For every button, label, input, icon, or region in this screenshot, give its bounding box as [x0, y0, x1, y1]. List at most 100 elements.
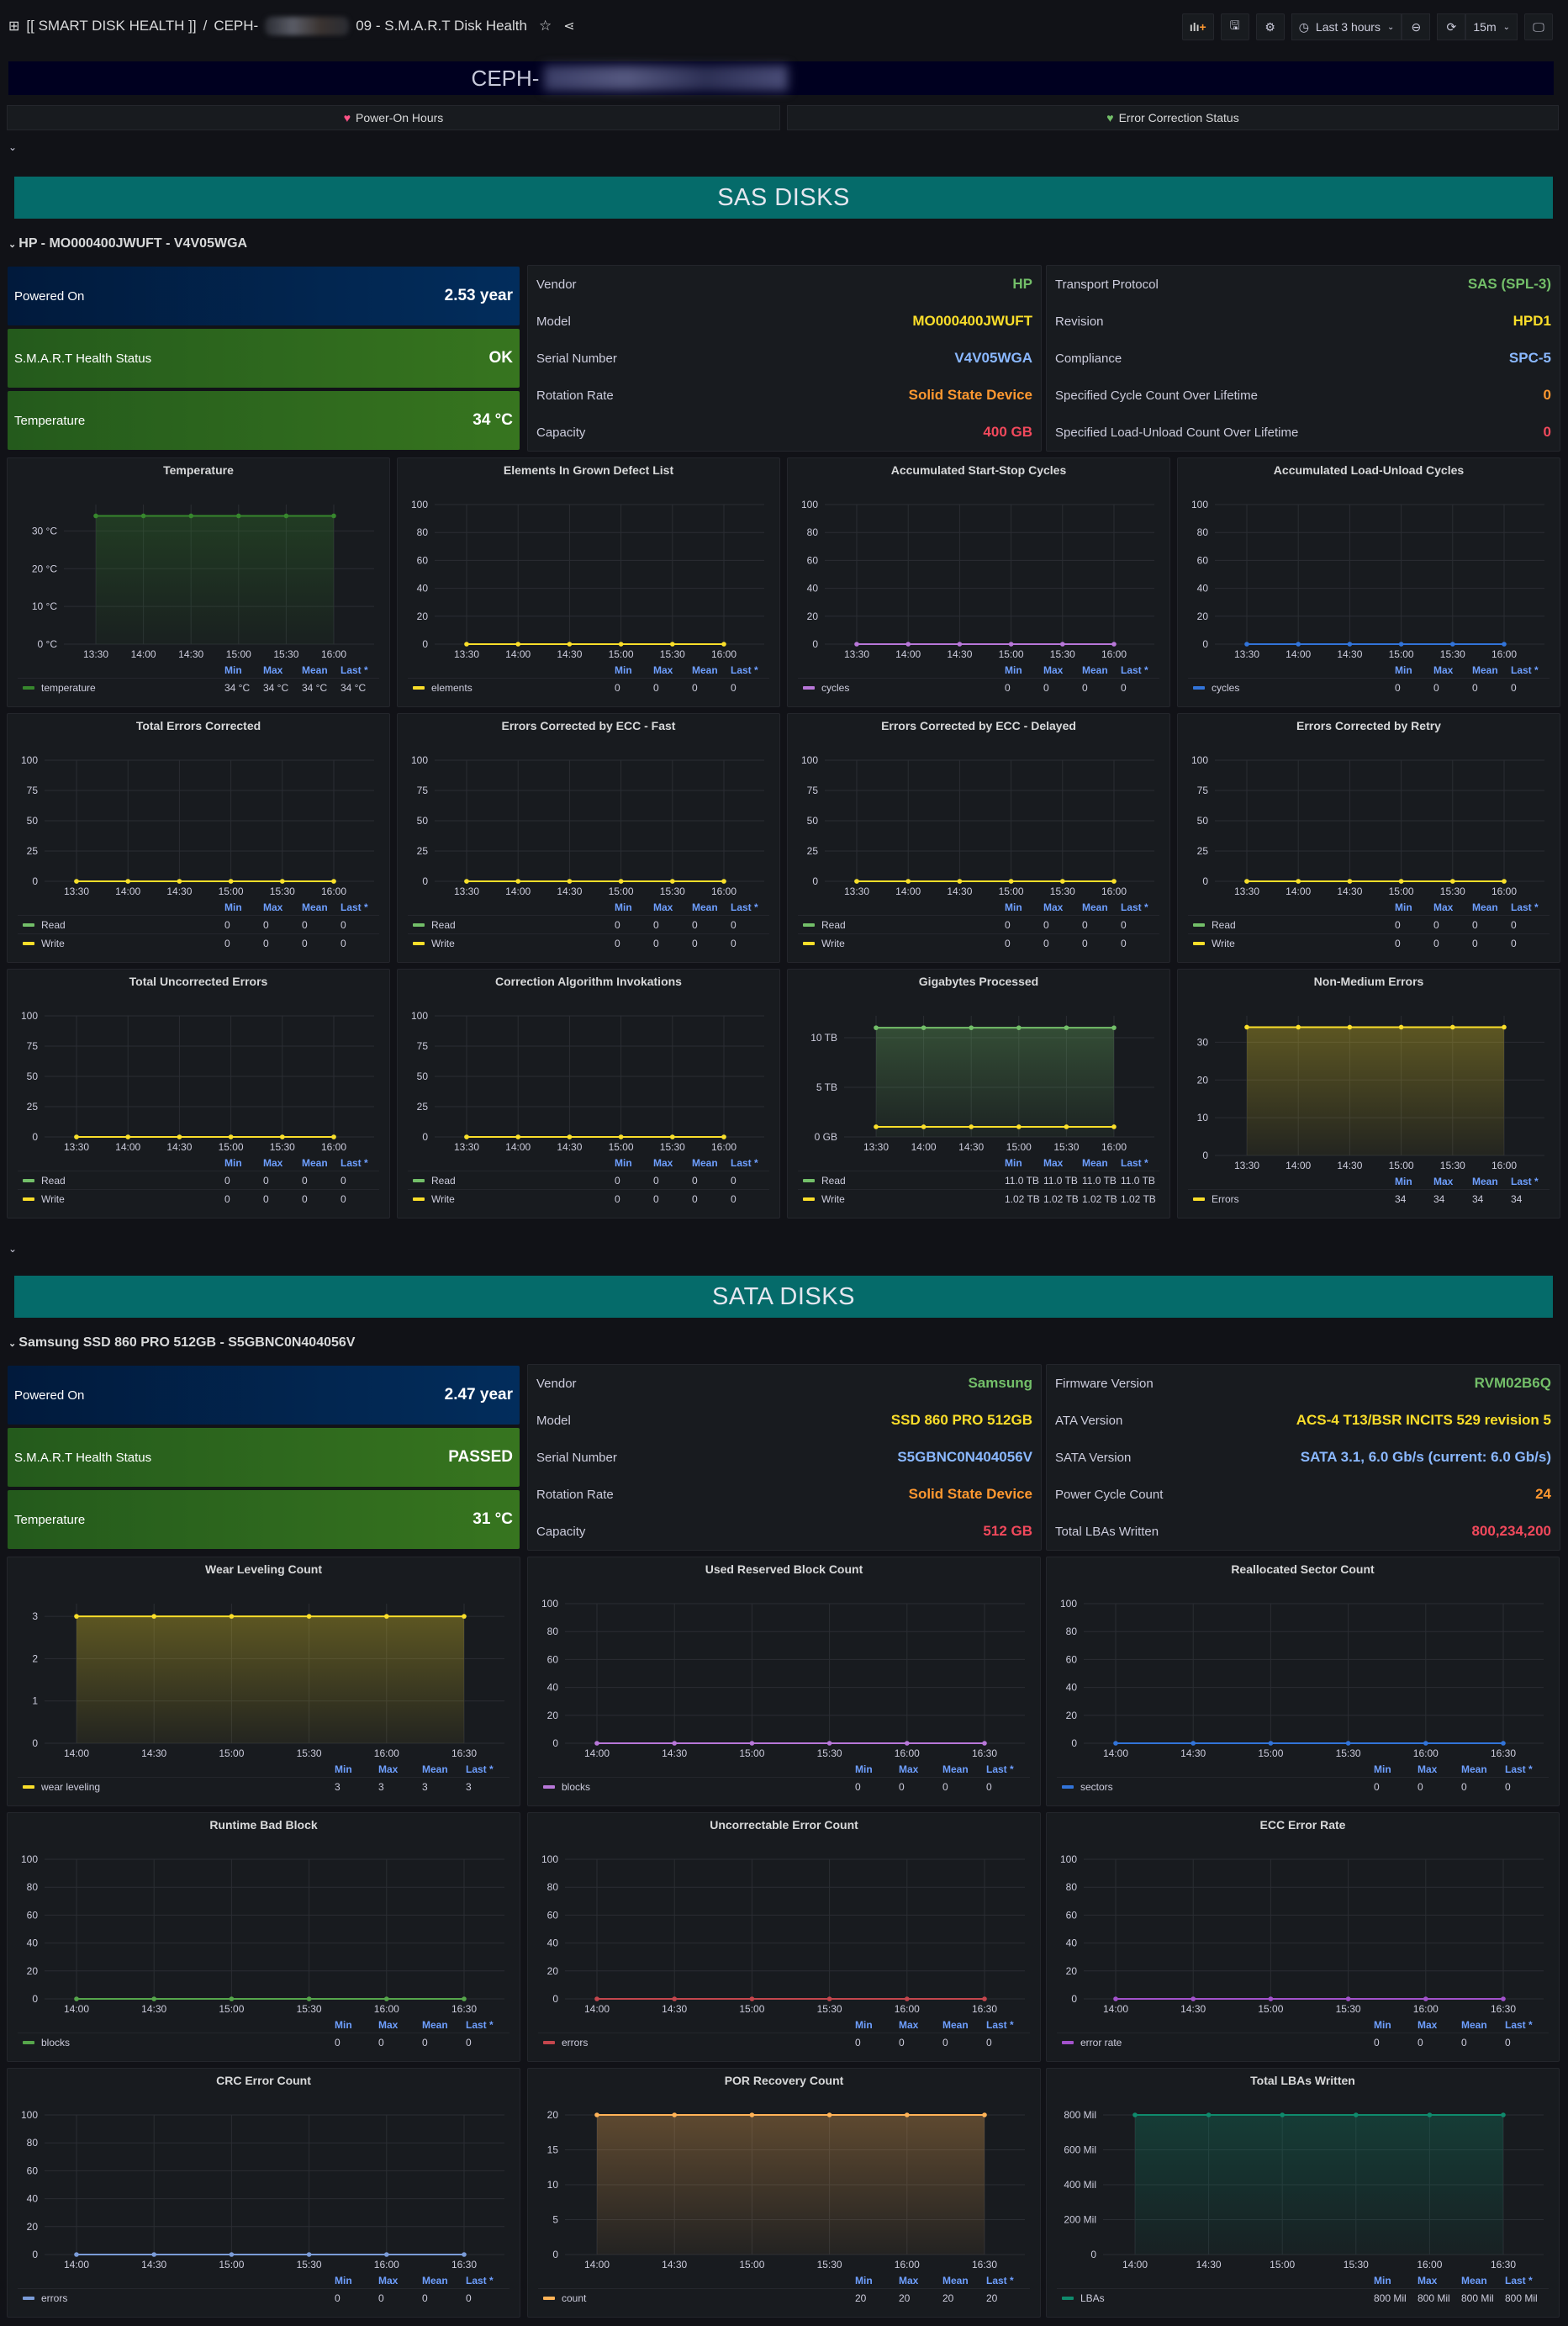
data-point[interactable] — [672, 2112, 677, 2117]
legend-item[interactable]: blocks 0 0 0 0 — [18, 2033, 509, 2051]
data-point[interactable] — [905, 642, 911, 647]
legend-header[interactable]: Min — [1005, 901, 1022, 913]
data-point[interactable] — [229, 1996, 235, 2001]
legend-header[interactable]: Last * — [731, 1157, 758, 1169]
data-point[interactable] — [331, 879, 336, 884]
data-point[interactable] — [670, 879, 675, 884]
data-point[interactable] — [464, 642, 469, 647]
panel-sas-grown-defects[interactable]: Elements In Grown Defect List 0 20 40 60 80 10… — [397, 457, 780, 707]
legend-header[interactable]: Min — [1374, 2275, 1391, 2286]
data-point[interactable] — [921, 1025, 927, 1030]
data-point[interactable] — [1502, 642, 1507, 647]
legend-item[interactable]: Read 0 0 0 0 — [18, 1171, 379, 1189]
data-point[interactable] — [905, 1741, 910, 1746]
legend-header[interactable]: Mean — [302, 1157, 328, 1169]
data-point[interactable] — [982, 2112, 987, 2117]
data-point[interactable] — [1347, 642, 1353, 647]
legend-item[interactable]: Read 11.0 TB 11.0 TB 11.0 TB 11.0 TB — [798, 1171, 1159, 1189]
data-point[interactable] — [826, 1996, 832, 2001]
data-point[interactable] — [1111, 642, 1117, 647]
data-point[interactable] — [1296, 642, 1301, 647]
data-point[interactable] — [1113, 1741, 1118, 1746]
data-point[interactable] — [567, 1134, 573, 1139]
panel-title[interactable]: ECC Error Rate — [1259, 1818, 1346, 1832]
panel-sas-retry[interactable]: Errors Corrected by Retry 0 25 50 75 100 13:30… — [1177, 713, 1560, 963]
link-power-on-hours[interactable]: ♥ Power-On Hours — [7, 105, 780, 130]
legend-item[interactable]: blocks 0 0 0 0 — [538, 1777, 1030, 1795]
data-point[interactable] — [1016, 1025, 1022, 1030]
data-point[interactable] — [1296, 879, 1301, 884]
data-point[interactable] — [826, 2112, 832, 2117]
panel-sata-total-lbas[interactable]: Total LBAs Written 0 200 Mil 400 Mil 600 Mil… — [1046, 2068, 1560, 2318]
data-point[interactable] — [125, 1134, 130, 1139]
panel-title[interactable]: Correction Algorithm Invokations — [495, 975, 682, 988]
legend-header[interactable]: Last * — [1121, 664, 1148, 676]
time-range-picker[interactable]: ◷ Last 3 hours ⌄ — [1291, 13, 1402, 40]
data-point[interactable] — [905, 1996, 910, 2001]
row-collapse-toggle[interactable]: ⌄ — [8, 141, 18, 153]
legend-item[interactable]: errors 0 0 0 0 — [18, 2288, 509, 2307]
data-point[interactable] — [721, 879, 726, 884]
data-point[interactable] — [74, 2252, 79, 2257]
panel-title[interactable]: Accumulated Load-Unload Cycles — [1273, 463, 1465, 477]
data-point[interactable] — [177, 879, 182, 884]
legend-item[interactable]: count 20 20 20 20 — [538, 2288, 1030, 2307]
legend-header[interactable]: Last * — [1505, 2275, 1533, 2286]
data-point[interactable] — [1502, 1024, 1507, 1030]
data-point[interactable] — [1501, 1741, 1506, 1746]
legend-header[interactable]: Mean — [692, 901, 718, 913]
legend-header[interactable]: Min — [1395, 901, 1412, 913]
data-point[interactable] — [464, 1134, 469, 1139]
legend-header[interactable]: Mean — [422, 2275, 448, 2286]
data-point[interactable] — [749, 1996, 755, 2001]
legend-header[interactable]: Min — [1005, 664, 1022, 676]
save-dashboard-button[interactable]: 🖫 — [1220, 13, 1249, 40]
legend-item[interactable]: Write 0 0 0 0 — [18, 1189, 379, 1208]
panel-sata-por-recovery[interactable]: POR Recovery Count 0 5 10 15 20 14:00 14:30 15:0… — [527, 2068, 1041, 2318]
data-point[interactable] — [1450, 642, 1455, 647]
legend-header[interactable]: Last * — [466, 2019, 494, 2031]
data-point[interactable] — [982, 1996, 987, 2001]
data-point[interactable] — [384, 2252, 389, 2257]
data-point[interactable] — [957, 642, 963, 647]
legend-header[interactable]: Max — [899, 2019, 919, 2031]
data-point[interactable] — [1016, 1124, 1022, 1129]
data-point[interactable] — [1111, 1025, 1117, 1030]
data-point[interactable] — [462, 1996, 467, 2001]
legend-header[interactable]: Min — [1395, 664, 1412, 676]
legend-header[interactable]: Min — [224, 901, 242, 913]
legend-item[interactable]: Read 0 0 0 0 — [408, 1171, 769, 1189]
refresh-button[interactable]: ⟳ — [1437, 13, 1466, 40]
panel-sata-crc[interactable]: CRC Error Count 0 20 40 60 80 100 14:00 14:30 15:… — [7, 2068, 520, 2318]
legend-header[interactable]: Last * — [986, 2019, 1014, 2031]
legend-header[interactable]: Last * — [731, 664, 758, 676]
star-icon[interactable]: ☆ — [538, 18, 552, 34]
refresh-interval-picker[interactable]: 15m ⌄ — [1465, 13, 1518, 40]
data-point[interactable] — [969, 1124, 974, 1129]
legend-header[interactable]: Min — [615, 664, 632, 676]
data-point[interactable] — [854, 879, 859, 884]
data-point[interactable] — [188, 513, 193, 519]
data-point[interactable] — [151, 1996, 156, 2001]
data-point[interactable] — [1345, 1996, 1351, 2001]
legend-item[interactable]: Read 0 0 0 0 — [408, 915, 769, 933]
data-point[interactable] — [721, 642, 726, 647]
add-panel-button[interactable]: ılı+ — [1181, 13, 1214, 40]
data-point[interactable] — [515, 642, 520, 647]
panel-sas-correction-algo[interactable]: Correction Algorithm Invokations 0 25 50 75 1… — [397, 969, 780, 1219]
panel-sas-uncorrected[interactable]: Total Uncorrected Errors 0 25 50 75 100 13:30 1… — [7, 969, 390, 1219]
data-point[interactable] — [1423, 1741, 1428, 1746]
data-point[interactable] — [594, 1996, 599, 2001]
legend-header[interactable]: Last * — [1505, 1763, 1533, 1775]
panel-sas-temperature[interactable]: Temperature 0 °C 10 °C 20 °C 30 °C 13:30 14:00… — [7, 457, 390, 707]
legend-header[interactable]: Mean — [692, 1157, 718, 1169]
data-point[interactable] — [306, 1996, 312, 2001]
link-error-correction-status[interactable]: ♥ Error Correction Status — [787, 105, 1559, 130]
data-point[interactable] — [1501, 1996, 1506, 2001]
legend-item[interactable]: sectors 0 0 0 0 — [1057, 1777, 1549, 1795]
data-point[interactable] — [1206, 2112, 1212, 2117]
legend-header[interactable]: Min — [1395, 1176, 1412, 1187]
legend-item[interactable]: Errors 34 34 34 34 — [1188, 1189, 1550, 1208]
sas-row-title[interactable]: ⌄ HP - MO000400JWUFT - V4V05WGA — [8, 236, 247, 251]
data-point[interactable] — [1060, 879, 1065, 884]
